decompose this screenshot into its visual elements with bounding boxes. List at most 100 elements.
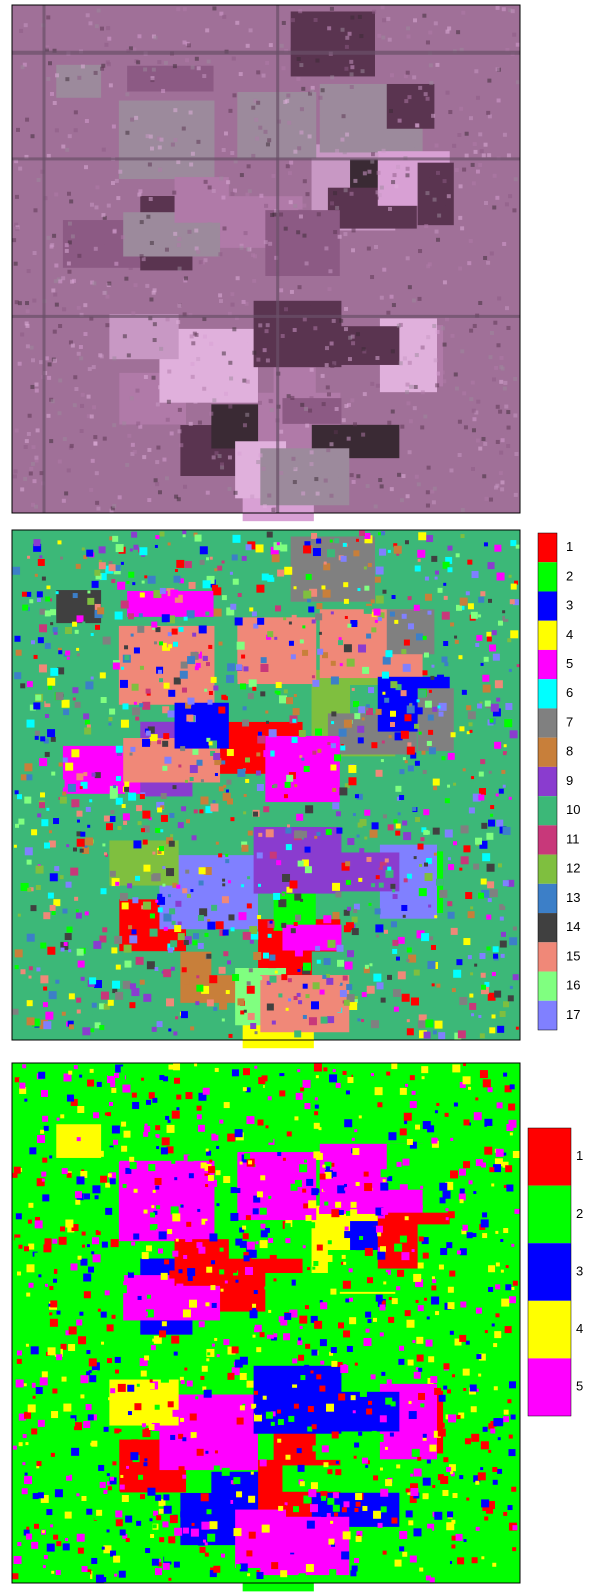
speckle	[266, 323, 270, 327]
map-pixel	[126, 1466, 129, 1469]
map-pixel	[153, 1524, 157, 1528]
speckle	[496, 343, 500, 347]
map-field	[109, 840, 178, 885]
map-pixel	[270, 1255, 277, 1262]
map-pixel	[488, 599, 492, 603]
speckle	[235, 21, 239, 25]
map-pixel	[282, 893, 285, 896]
speckle	[212, 6, 216, 10]
map-pixel	[134, 1403, 141, 1410]
speckle	[158, 168, 162, 172]
speckle	[279, 288, 283, 292]
map-pixel	[497, 1026, 504, 1033]
map-pixel	[215, 773, 218, 776]
speckle	[421, 390, 425, 394]
map-pixel	[382, 672, 389, 679]
map-pixel	[307, 598, 311, 602]
map-pixel	[162, 1321, 167, 1326]
map-pixel	[278, 899, 286, 907]
speckle	[488, 355, 492, 359]
map-pixel	[38, 1072, 45, 1079]
speckle	[35, 389, 39, 393]
map-pixel	[269, 955, 275, 961]
speckle	[154, 478, 158, 482]
speckle	[187, 230, 191, 234]
map-pixel	[431, 1138, 437, 1144]
speckle	[352, 228, 356, 232]
map-pixel	[237, 1418, 244, 1425]
map-pixel	[237, 769, 245, 777]
map-pixel	[73, 697, 76, 700]
speckle	[321, 88, 325, 92]
map-pixel	[210, 804, 218, 812]
map-pixel	[471, 1434, 479, 1442]
map-pixel	[216, 842, 219, 845]
map-pixel	[211, 905, 217, 911]
map-pixel	[427, 1316, 430, 1319]
speckle	[391, 180, 395, 184]
speckle	[380, 296, 384, 300]
map-pixel	[423, 770, 427, 774]
speckle	[290, 290, 294, 294]
speckle	[242, 300, 246, 304]
speckle	[268, 242, 272, 246]
map-pixel	[105, 1183, 110, 1188]
speckle	[74, 387, 78, 391]
map-pixel	[494, 1331, 501, 1338]
speckle	[325, 363, 329, 367]
map-pixel	[475, 838, 482, 845]
map-pixel	[175, 901, 181, 907]
speckle	[313, 326, 317, 330]
map-pixel	[503, 901, 508, 906]
map-pixel	[17, 794, 22, 799]
speckle	[31, 462, 35, 466]
map-pixel	[340, 745, 345, 750]
map-pixel	[221, 695, 226, 700]
map-pixel	[434, 1388, 441, 1395]
map-pixel	[38, 559, 45, 566]
map-pixel	[82, 1566, 88, 1572]
map-pixel	[355, 794, 359, 798]
speckle	[504, 405, 508, 409]
map-pixel	[410, 1474, 413, 1477]
map-pixel	[480, 591, 485, 596]
map-pixel	[501, 1299, 509, 1307]
map-pixel	[165, 1116, 169, 1120]
map-pixel	[53, 1279, 57, 1283]
map-pixel	[27, 860, 32, 865]
speckle	[380, 484, 384, 488]
speckle	[95, 185, 99, 189]
map-pixel	[292, 615, 297, 620]
map-pixel	[413, 1528, 421, 1536]
map-pixel	[205, 1302, 209, 1306]
map-pixel	[264, 1287, 267, 1290]
map-pixel	[318, 1367, 324, 1373]
map-pixel	[481, 663, 484, 666]
map-pixel	[82, 621, 85, 624]
speckle	[431, 114, 435, 118]
speckle	[350, 72, 354, 76]
map-pixel	[488, 1287, 493, 1292]
map-pixel	[302, 1134, 310, 1142]
map-pixel	[418, 1263, 424, 1269]
map-pixel	[486, 632, 491, 637]
map-pixel	[377, 1232, 381, 1236]
map-pixel	[121, 1122, 126, 1127]
speckle	[367, 247, 371, 251]
map-pixel	[432, 983, 435, 986]
speckle	[310, 450, 314, 454]
speckle	[73, 403, 77, 407]
map-pixel	[430, 1376, 437, 1383]
speckle	[109, 83, 113, 87]
map-pixel	[362, 992, 367, 997]
map-pixel	[344, 1184, 347, 1187]
map-pixel	[398, 937, 405, 944]
speckle	[457, 133, 461, 137]
map-pixel	[39, 802, 45, 808]
speckle	[258, 126, 262, 130]
map-pixel	[49, 991, 57, 999]
map-pixel	[77, 615, 84, 622]
map-pixel	[513, 926, 517, 930]
map-pixel	[53, 818, 59, 824]
map-pixel	[323, 1067, 327, 1071]
